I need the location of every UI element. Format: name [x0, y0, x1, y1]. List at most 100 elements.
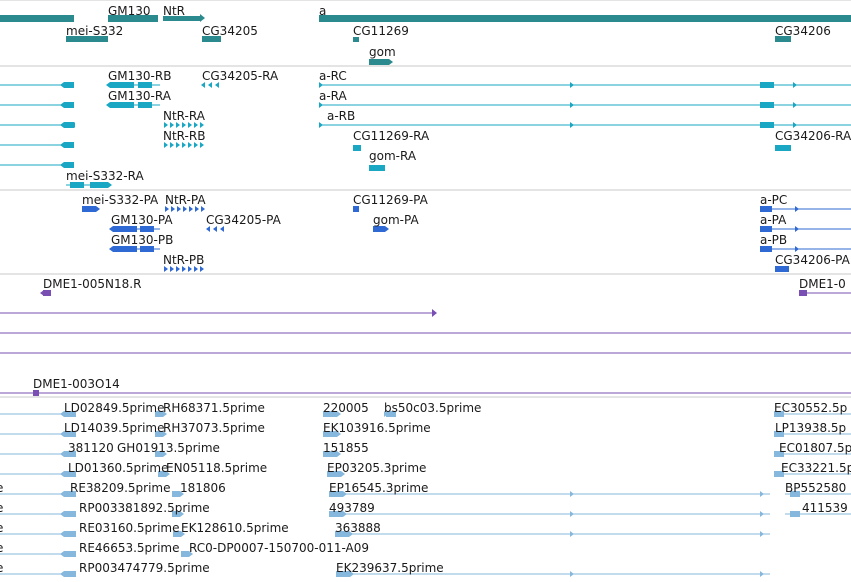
feature-label-CG34206-PA[interactable]: CG34206-PA — [775, 253, 850, 267]
transcript-exon[interactable] — [138, 102, 152, 108]
feature-label-RE38209[interactable]: RE38209.5prime — [70, 481, 171, 495]
transcript-arrow[interactable] — [200, 122, 204, 128]
transcript-arrow[interactable] — [188, 142, 192, 148]
est-block[interactable] — [64, 431, 76, 437]
feature-label-RE46653[interactable]: RE46653.5prime — [79, 541, 180, 555]
feature-label-a-RA[interactable]: a-RA — [319, 89, 347, 103]
transcript-arrow[interactable] — [215, 82, 219, 88]
est-arrow[interactable] — [163, 451, 167, 457]
transcript-arrow[interactable] — [793, 102, 797, 108]
feature-label-CG34205-RA[interactable]: CG34205-RA — [202, 69, 279, 83]
feature-label-363888[interactable]: 363888 — [335, 521, 381, 535]
feature-label-NtR-RA[interactable]: NtR-RA — [163, 109, 205, 123]
est-block[interactable] — [64, 571, 76, 577]
feature-label-CG34205-PA[interactable]: CG34205-PA — [206, 213, 281, 227]
protein-exon[interactable] — [140, 226, 154, 232]
est-block[interactable] — [181, 551, 189, 557]
est-block[interactable] — [323, 411, 337, 417]
gene-arrow[interactable] — [200, 14, 205, 22]
protein-arrow[interactable] — [170, 266, 174, 272]
est-block[interactable] — [774, 451, 784, 457]
est-block[interactable] — [172, 491, 180, 497]
est-block[interactable] — [64, 491, 76, 497]
protein-arrow[interactable] — [165, 206, 169, 212]
transcript-exon[interactable] — [64, 82, 74, 88]
protein-arrow[interactable] — [96, 206, 100, 212]
feature-label-a-RC[interactable]: a-RC — [319, 69, 347, 83]
transcript-exon[interactable] — [64, 162, 74, 168]
gene-glyph-GM130[interactable] — [108, 15, 158, 22]
transcript-arrow[interactable] — [793, 82, 797, 88]
transcript-arrow[interactable] — [108, 182, 112, 188]
transcript-exon[interactable] — [90, 182, 108, 188]
est-arrow[interactable] — [166, 471, 170, 477]
feature-label-EK128610[interactable]: EK128610.5prime — [181, 521, 289, 535]
protein-arrow[interactable] — [795, 206, 799, 212]
protein-arrow[interactable] — [795, 226, 799, 232]
est-arrow[interactable] — [570, 491, 574, 497]
feature-label-CG11269-PA[interactable]: CG11269-PA — [353, 193, 428, 207]
est-block[interactable] — [173, 531, 181, 537]
clone-end[interactable] — [33, 390, 39, 396]
protein-arrow[interactable] — [189, 206, 193, 212]
est-arrow[interactable] — [163, 411, 167, 417]
est-block[interactable] — [64, 411, 76, 417]
protein-exon[interactable] — [140, 246, 154, 252]
feature-label-381120[interactable]: 381120 — [68, 441, 114, 455]
feature-label-DME1-003O14[interactable]: DME1-003O14 — [33, 377, 120, 391]
feature-label-RP003381892[interactable]: RP003381892.5prime — [79, 501, 210, 515]
transcript-exon[interactable] — [70, 182, 84, 188]
feature-label-EK239637[interactable]: EK239637.5prime — [336, 561, 444, 575]
feature-label-CG34206[interactable]: CG34206 — [775, 24, 831, 38]
feature-label-bs50c03[interactable]: bs50c03.5prime — [384, 401, 482, 415]
feature-label-mei-S332[interactable]: mei-S332 — [66, 24, 124, 38]
feature-label-RP003474779[interactable]: RP003474779.5prime — [79, 561, 210, 575]
clone-end[interactable] — [43, 290, 51, 296]
protein-arrow[interactable] — [206, 226, 210, 232]
protein-arrow[interactable] — [194, 266, 198, 272]
feature-label-EK103916[interactable]: EK103916.5prime — [323, 421, 431, 435]
est-arrow[interactable] — [60, 491, 64, 497]
feature-label-RE03160[interactable]: RE03160.5prime — [79, 521, 180, 535]
feature-label-e-1[interactable]: e — [0, 481, 3, 495]
est-arrow[interactable] — [60, 431, 64, 437]
est-block[interactable] — [155, 411, 163, 417]
feature-label-EN05118[interactable]: EN05118.5prime — [166, 461, 268, 475]
transcript-arrow[interactable] — [188, 122, 192, 128]
feature-label-DME1-005N18.R[interactable]: DME1-005N18.R — [43, 277, 142, 291]
protein-exon[interactable] — [113, 246, 137, 252]
protein-arrow[interactable] — [164, 266, 168, 272]
transcript-arrow[interactable] — [71, 122, 75, 128]
est-block[interactable] — [323, 431, 337, 437]
protein-arrow[interactable] — [171, 206, 175, 212]
est-arrow[interactable] — [60, 531, 64, 537]
est-block[interactable] — [774, 471, 784, 477]
feature-label-LP13938[interactable]: LP13938.5p — [775, 421, 847, 435]
est-arrow[interactable] — [163, 431, 167, 437]
transcript-arrow[interactable] — [208, 82, 212, 88]
transcript-arrow[interactable] — [194, 122, 198, 128]
est-block[interactable] — [64, 531, 76, 537]
feature-label-EP03205[interactable]: EP03205.3prime — [327, 461, 427, 475]
gene-glyph-CG34205[interactable] — [202, 36, 221, 42]
transcript-arrow[interactable] — [200, 142, 204, 148]
feature-label-GM130-RB[interactable]: GM130-RB — [108, 69, 172, 83]
feature-label-DME1-0-right[interactable]: DME1-0 — [799, 277, 846, 291]
gene-arrow[interactable] — [389, 59, 393, 65]
transcript-exon[interactable] — [760, 102, 774, 108]
transcript-exon[interactable] — [775, 145, 791, 151]
clone-arrow[interactable] — [432, 309, 437, 317]
est-block[interactable] — [386, 411, 396, 417]
protein-exon[interactable] — [373, 226, 385, 232]
feature-label-a-PC[interactable]: a-PC — [760, 193, 788, 207]
transcript-arrow[interactable] — [319, 122, 323, 128]
feature-label-EP16545[interactable]: EP16545.3prime — [329, 481, 429, 495]
transcript-arrow[interactable] — [106, 82, 110, 88]
transcript-exon[interactable] — [138, 82, 152, 88]
transcript-arrow[interactable] — [182, 142, 186, 148]
est-block[interactable] — [790, 491, 800, 497]
est-arrow[interactable] — [60, 451, 64, 457]
protein-arrow[interactable] — [109, 226, 113, 232]
est-block[interactable] — [790, 511, 800, 517]
protein-arrow[interactable] — [182, 266, 186, 272]
